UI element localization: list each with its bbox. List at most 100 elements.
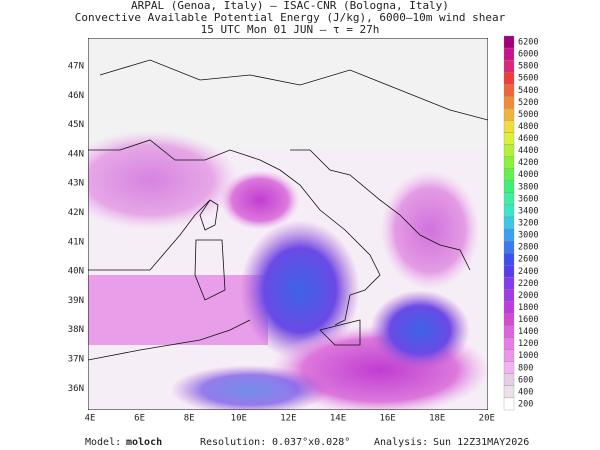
colorbar-label: 4200 xyxy=(518,158,538,168)
colorbar-swatch xyxy=(503,397,515,411)
colorbar-swatch xyxy=(503,59,515,73)
colorbar-label: 2800 xyxy=(518,243,538,253)
colorbar-swatch xyxy=(503,47,515,61)
colorbar-label: 1400 xyxy=(518,327,538,337)
colorbar-swatch xyxy=(503,301,515,314)
longitude-label: 4E xyxy=(85,414,96,424)
colorbar-swatch xyxy=(503,120,515,133)
model-value: moloch xyxy=(126,437,162,448)
colorbar-swatch xyxy=(503,96,515,109)
colorbar: 6200 6000 5800 5600 5400 5200 5000 4800 4600 4400… xyxy=(503,35,538,411)
colorbar-label: 3000 xyxy=(518,231,538,241)
colorbar-swatch xyxy=(503,325,515,338)
colorbar-swatch xyxy=(503,253,515,266)
colorbar-swatch xyxy=(503,385,515,399)
colorbar-swatch xyxy=(503,313,515,326)
subtitle-line: Convective Available Potential Energy (J… xyxy=(75,11,506,24)
colorbar-label: 3200 xyxy=(518,219,538,229)
colorbar-label: 4800 xyxy=(518,122,538,132)
latitude-label: 43N xyxy=(68,179,84,189)
longitude-label: 12E xyxy=(280,414,296,424)
colorbar-swatch xyxy=(503,289,515,302)
longitude-label: 18E xyxy=(429,414,445,424)
latitude-label: 37N xyxy=(68,355,84,365)
colorbar-label: 2000 xyxy=(518,291,538,301)
longitude-label: 10E xyxy=(231,414,247,424)
longitude-label: 14E xyxy=(330,414,346,424)
time-line: 15 UTC Mon 01 JUN – τ = 27h xyxy=(201,23,380,36)
colorbar-swatch xyxy=(503,265,515,278)
colorbar-swatch xyxy=(503,156,515,169)
colorbar-swatch xyxy=(503,349,515,362)
resolution-value: 0.037°x0.028° xyxy=(272,437,350,448)
title-line: ARPAL (Genoa, Italy) – ISAC-CNR (Bologna… xyxy=(131,0,449,12)
colorbar-swatch xyxy=(503,216,515,230)
colorbar-swatch xyxy=(503,361,515,374)
colorbar-label: 4600 xyxy=(518,134,538,144)
latitude-label: 41N xyxy=(68,237,84,247)
colorbar-swatch xyxy=(503,84,515,97)
colorbar-swatch xyxy=(503,240,515,254)
colorbar-swatch xyxy=(503,35,515,49)
longitude-label: 6E xyxy=(134,414,145,424)
latitude-label: 47N xyxy=(68,62,84,72)
header: ARPAL (Genoa, Italy) – ISAC-CNR (Bologna… xyxy=(75,0,506,36)
colorbar-swatch xyxy=(503,204,515,218)
latitude-label: 39N xyxy=(68,296,84,306)
longitude-labels: 4E 6E 8E 10E 12E 14E 16E 18E 20E xyxy=(85,414,495,424)
colorbar-label: 3800 xyxy=(518,182,538,192)
model-label: Model: xyxy=(85,437,121,448)
colorbar-swatch xyxy=(503,373,515,387)
colorbar-swatch xyxy=(503,108,515,121)
colorbar-label: 4000 xyxy=(518,170,538,180)
colorbar-label: 5000 xyxy=(518,110,538,120)
latitude-label: 44N xyxy=(68,149,84,159)
footer: Model: moloch Resolution: 0.037°x0.028° … xyxy=(85,437,529,448)
latitude-label: 46N xyxy=(68,91,84,101)
colorbar-label: 1000 xyxy=(518,351,538,361)
latitude-label: 45N xyxy=(68,120,84,130)
latitude-labels: 47N 46N 45N 44N 43N 42N 41N 40N 39N 38N 37N 36N xyxy=(68,62,84,394)
colorbar-swatch xyxy=(503,72,515,85)
colorbar-label: 200 xyxy=(518,399,533,409)
colorbar-label: 400 xyxy=(518,387,533,397)
colorbar-swatch xyxy=(503,144,515,157)
colorbar-label: 5400 xyxy=(518,86,538,96)
colorbar-swatch xyxy=(503,132,515,145)
map-area xyxy=(88,38,488,410)
colorbar-swatch xyxy=(503,168,515,181)
longitude-label: 16E xyxy=(379,414,395,424)
colorbar-label: 5600 xyxy=(518,74,538,84)
colorbar-swatch xyxy=(503,277,515,290)
latitude-label: 42N xyxy=(68,208,84,218)
colorbar-label: 1800 xyxy=(518,303,538,313)
colorbar-label: 2400 xyxy=(518,267,538,277)
colorbar-label: 3400 xyxy=(518,206,538,216)
colorbar-label: 5800 xyxy=(518,62,538,72)
analysis-label: Analysis: xyxy=(374,437,428,448)
coastlines xyxy=(88,59,488,361)
latitude-label: 38N xyxy=(68,325,84,335)
colorbar-label: 600 xyxy=(518,375,533,385)
colorbar-swatch xyxy=(503,337,515,350)
colorbar-swatch xyxy=(503,192,515,206)
colorbar-label: 2600 xyxy=(518,255,538,265)
colorbar-label: 5200 xyxy=(518,98,538,108)
colorbar-label: 1200 xyxy=(518,339,538,349)
colorbar-label: 3600 xyxy=(518,194,538,204)
colorbar-label: 6000 xyxy=(518,50,538,60)
colorbar-label: 6200 xyxy=(518,38,538,48)
latitude-label: 40N xyxy=(68,267,84,277)
longitude-label: 8E xyxy=(184,414,195,424)
colorbar-swatch xyxy=(503,228,515,242)
colorbar-label: 4400 xyxy=(518,146,538,156)
resolution-label: Resolution: xyxy=(200,437,266,448)
latitude-label: 36N xyxy=(68,384,84,394)
colorbar-swatch xyxy=(503,180,515,193)
colorbar-label: 2200 xyxy=(518,279,538,289)
colorbar-label: 800 xyxy=(518,363,533,373)
analysis-value: Sun 12Z31MAY2026 xyxy=(433,437,529,448)
longitude-label: 20E xyxy=(479,414,495,424)
